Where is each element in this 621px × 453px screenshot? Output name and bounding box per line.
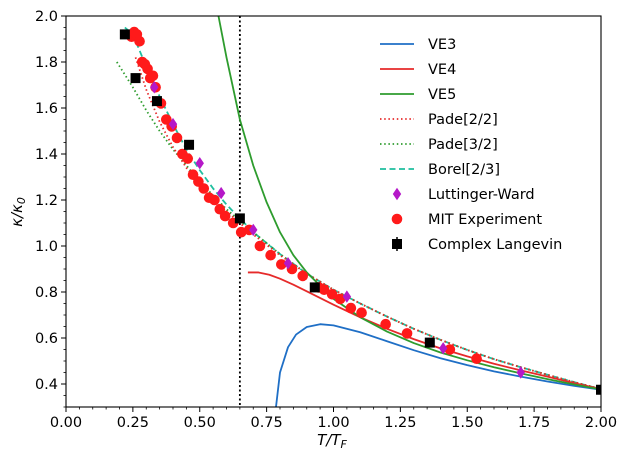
series-line-borel-2-3-: [124, 26, 601, 390]
legend-item: Pade[3/2]: [380, 137, 498, 153]
data-point: [171, 132, 183, 144]
data-point: [184, 139, 195, 150]
y-tick-label: 0.4: [35, 377, 58, 393]
data-point: [119, 29, 130, 40]
data-point: [276, 259, 287, 270]
data-point: [401, 328, 413, 339]
data-point: [309, 282, 320, 293]
x-tick-label: 0.25: [117, 415, 149, 431]
series-markers-luttinger-ward: [150, 81, 525, 379]
data-point: [297, 270, 309, 282]
data-point: [345, 302, 357, 314]
legend-label: MIT Experiment: [428, 212, 542, 228]
legend-item: Luttinger-Ward: [392, 187, 535, 203]
data-point: [219, 210, 231, 222]
legend-item: VE4: [380, 62, 456, 78]
legend-swatch: [391, 213, 403, 225]
series-markers-complex-langevin: [119, 29, 601, 395]
series-line-pade-2-2-: [134, 57, 601, 390]
axis-labels: T/TF κ/κ0: [8, 197, 348, 451]
y-tick-label: 2.0: [35, 9, 58, 25]
data-point: [444, 344, 456, 355]
plot-area: [116, 16, 601, 407]
data-point: [182, 153, 194, 164]
series-line-ve3: [275, 323, 601, 407]
legend-label: VE4: [428, 62, 456, 78]
legend-label: Pade[3/2]: [428, 137, 498, 153]
data-point: [356, 307, 367, 319]
data-point: [249, 223, 258, 237]
data-point: [147, 70, 159, 82]
x-tick-label: 2.00: [585, 415, 617, 431]
data-point: [168, 117, 178, 131]
data-point: [234, 213, 245, 224]
data-point: [198, 183, 210, 194]
data-point: [596, 384, 601, 395]
legend-item: Pade[2/2]: [380, 112, 498, 128]
data-point: [516, 366, 525, 379]
data-point: [150, 81, 159, 94]
legend-label: Complex Langevin: [428, 237, 562, 253]
x-tick-label: 1.50: [451, 415, 483, 431]
y-tick-label: 1.2: [35, 193, 58, 209]
x-axis-label: T/TF: [317, 431, 347, 451]
data-point: [151, 96, 162, 107]
x-tick-label: 1.75: [518, 415, 550, 431]
data-point: [342, 290, 352, 303]
y-tick-label: 0.6: [35, 331, 58, 347]
data-point: [235, 226, 247, 238]
legend-label: Luttinger-Ward: [428, 187, 535, 203]
x-tick-label: 1.25: [384, 415, 416, 431]
legend: VE3 VE4 VE5 Pade[2/2] Pade[3/2] Borel[2/3] Lut…: [380, 37, 562, 253]
legend-item: VE3: [380, 37, 456, 53]
x-tick-label: 0.00: [50, 415, 82, 431]
data-point: [334, 293, 346, 305]
legend-label: Pade[2/2]: [428, 112, 498, 128]
data-point: [318, 284, 330, 296]
legend-item: MIT Experiment: [391, 212, 542, 228]
legend-item: Complex Langevin: [392, 237, 562, 253]
y-tick-label: 0.8: [35, 285, 58, 301]
legend-label: Borel[2/3]: [428, 162, 500, 178]
y-tick-label: 1.6: [35, 101, 58, 117]
legend-swatch: [392, 187, 402, 201]
y-tick-label: 1.0: [35, 239, 58, 255]
y-tick-label: 1.4: [35, 147, 58, 163]
data-point: [283, 257, 293, 270]
x-tick-label: 1.00: [317, 415, 349, 431]
plot-body: [116, 16, 601, 407]
data-point: [134, 36, 145, 47]
data-point: [254, 240, 266, 252]
data-point: [209, 194, 220, 206]
data-point: [265, 249, 276, 261]
legend-label: VE3: [428, 37, 456, 53]
axes: 0.00 0.25 0.50 0.75 1.00 1.25 1.50 1.75 2.00 0.4 0…: [35, 9, 617, 431]
legend-label: VE5: [428, 87, 456, 103]
data-point: [424, 337, 435, 348]
data-point: [438, 342, 448, 355]
data-point: [195, 157, 204, 170]
x-tick-label: 0.50: [184, 415, 216, 431]
data-point: [326, 289, 338, 300]
legend-item: Borel[2/3]: [380, 162, 500, 178]
x-tick-label: 0.75: [250, 415, 282, 431]
y-axis-label: κ/κ0: [8, 197, 28, 227]
y-tick-label: 1.8: [35, 55, 58, 71]
legend-item: VE5: [380, 87, 456, 103]
legend-swatch: [392, 239, 402, 249]
data-point: [471, 353, 482, 365]
data-point: [380, 318, 391, 330]
data-point: [130, 73, 141, 84]
data-point: [216, 186, 226, 200]
